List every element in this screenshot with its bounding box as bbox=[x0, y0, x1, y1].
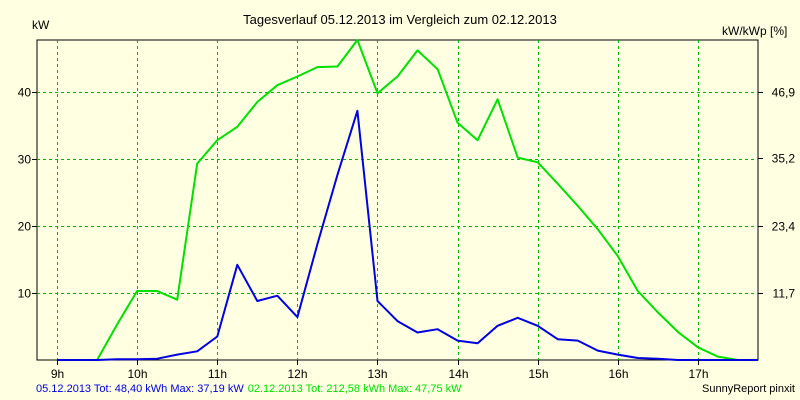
grid bbox=[37, 40, 758, 360]
x-tick-label: 11h bbox=[208, 367, 227, 381]
y-left-tick-label: 20 bbox=[18, 220, 32, 234]
y-right-tick-label: 23,4 bbox=[772, 220, 796, 234]
y-left-tick-label: 10 bbox=[18, 287, 32, 301]
x-tick-label: 15h bbox=[528, 367, 548, 381]
footer-series-2: 02.12.2013 Tot: 212,58 kWh Max: 47,75 kW bbox=[248, 383, 462, 395]
series-line-1 bbox=[57, 109, 758, 361]
x-tick-label: 14h bbox=[448, 367, 468, 381]
footer-credit: SunnyReport pinxit bbox=[702, 383, 795, 395]
x-tick-label: 16h bbox=[608, 367, 628, 381]
footer-series-1: 05.12.2013 Tot: 48,40 kWh Max: 37,19 kW bbox=[36, 383, 244, 395]
y-axis-left-label: kW bbox=[32, 18, 50, 32]
x-tick-label: 10h bbox=[127, 367, 147, 381]
series-line-2 bbox=[57, 39, 758, 361]
series-group bbox=[57, 39, 758, 361]
y-right-tick-label: 11,7 bbox=[773, 287, 796, 301]
footer-summary: 05.12.2013 Tot: 48,40 kWh Max: 37,19 kW 0… bbox=[36, 383, 462, 395]
plot-frame bbox=[36, 39, 759, 361]
y-right-tick-label: 35,2 bbox=[772, 152, 796, 166]
y-left-tick-label: 40 bbox=[18, 86, 32, 100]
y-right-tick-label: 46,9 bbox=[772, 86, 796, 100]
ticks-group: 9h 10h 11h 12h 13h 14h 15h 16h 17h 10 20 30 40 11,7 23… bbox=[18, 86, 796, 382]
y-left-tick-label: 30 bbox=[18, 153, 32, 167]
x-tick-label: 17h bbox=[688, 367, 708, 381]
y-axis-right-label: kW/kWp [%] bbox=[722, 24, 787, 38]
x-tick-label: 12h bbox=[287, 367, 307, 381]
x-tick-label: 9h bbox=[51, 367, 64, 381]
x-tick-label: 13h bbox=[367, 367, 387, 381]
chart-title: Tagesverlauf 05.12.2013 im Vergleich zum… bbox=[243, 12, 557, 27]
